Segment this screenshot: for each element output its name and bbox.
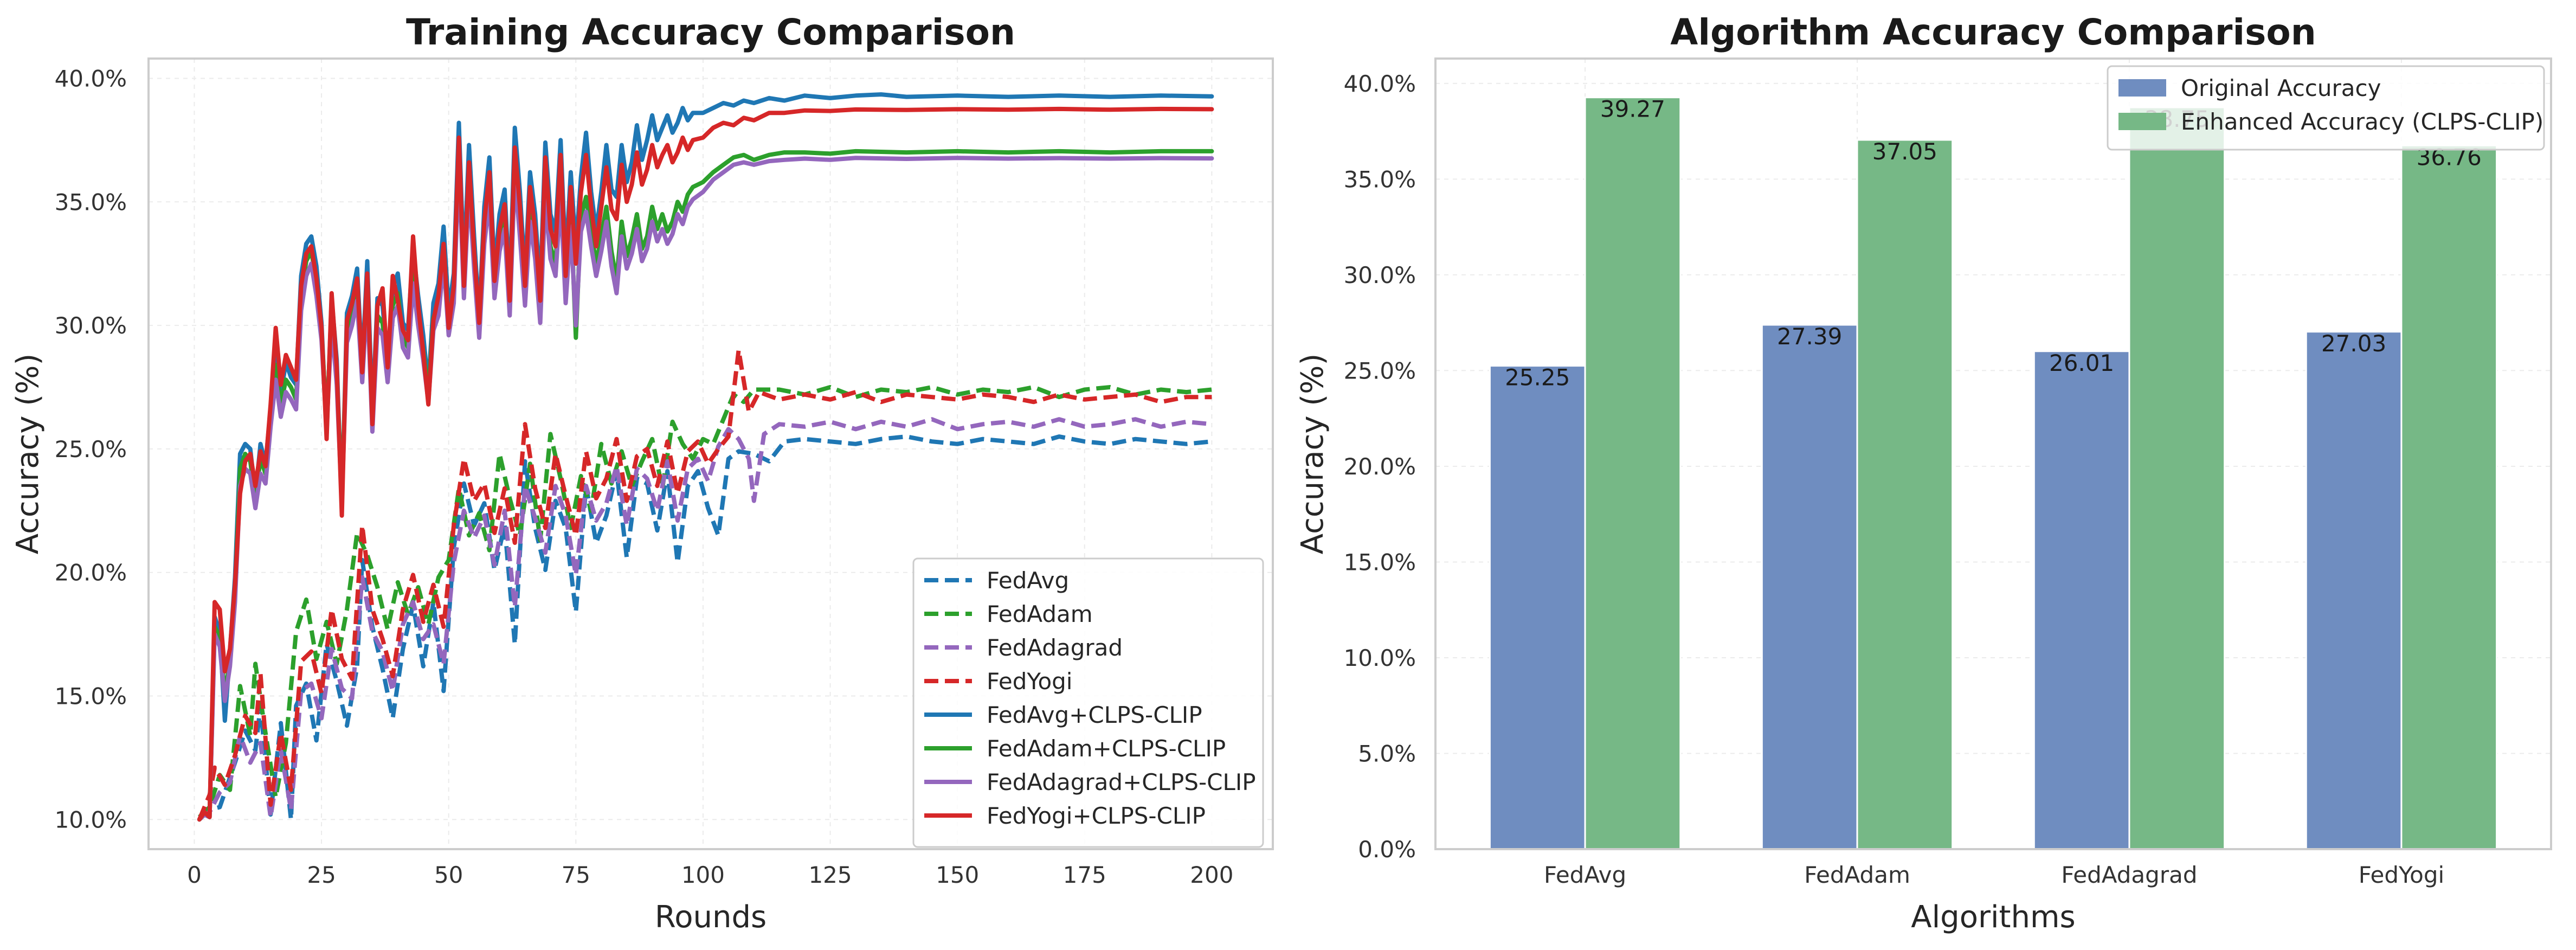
line-series-fedyogi-clps-clip bbox=[197, 106, 1214, 822]
bar-chart-x-tick-label: FedYogi bbox=[2359, 862, 2444, 888]
line-chart-y-tick-label: 15.0% bbox=[55, 683, 127, 710]
line-chart-legend-box bbox=[912, 557, 1264, 848]
line-series-fedadagrad bbox=[198, 417, 1212, 819]
legend-entry-fedadam-clps-clip: FedAdam+CLPS-CLIP bbox=[987, 735, 1226, 762]
bar-value-label: 27.03 bbox=[2321, 330, 2386, 357]
line-chart-x-tick-label: 150 bbox=[936, 862, 979, 888]
line-chart-series-group bbox=[197, 92, 1214, 822]
bar-chart-y-axis-label: Accuracy (%) bbox=[1295, 354, 1330, 554]
line-chart-x-tick-label: 25 bbox=[307, 862, 336, 888]
bar-chart-y-tick-label: 10.0% bbox=[1344, 645, 1416, 671]
line-chart-tick-labels: 0 25 50 75 100 125 150 175 200 10.0% 15.0% 20.0% 25.… bbox=[55, 65, 1234, 888]
bar-original-accuracy-fedavg bbox=[1489, 365, 1586, 850]
line-chart-panel: 0 25 50 75 100 125 150 175 200 10.0% 15.0% 20.0% 25.… bbox=[10, 11, 1274, 935]
legend-entry-fedadam: FedAdam bbox=[987, 601, 1093, 627]
legend-entry-fedavg-clps-clip: FedAvg+CLPS-CLIP bbox=[987, 702, 1202, 728]
line-series-fedadam bbox=[198, 385, 1212, 819]
bar-enhanced-accuracy-clps-clip--fedadam bbox=[1856, 139, 1954, 850]
line-chart-x-tick-label: 100 bbox=[681, 862, 725, 888]
bar-chart-title: Algorithm Accuracy Comparison bbox=[1670, 11, 2316, 53]
bar-chart-tick-labels: 0.0% 5.0% 10.0% 15.0% 20.0% 25.0% 30.0% 35.0% 40… bbox=[1344, 70, 2445, 888]
bar-value-label: 25.25 bbox=[1505, 364, 1570, 391]
bar-chart-legend[interactable]: Original Accuracy Enhanced Accuracy (CLPS… bbox=[2107, 65, 2545, 151]
legend-entry-fedavg: FedAvg bbox=[987, 567, 1069, 594]
bar-chart-plot-frame bbox=[1434, 57, 2552, 850]
legend-entry-fedyogi-clps-clip: FedYogi+CLPS-CLIP bbox=[987, 803, 1206, 829]
line-series-fedyogi bbox=[197, 348, 1212, 820]
line-chart-x-tick-label: 50 bbox=[434, 862, 463, 888]
line-chart-y-tick-label: 10.0% bbox=[55, 806, 127, 833]
bar-chart-y-tick-label: 20.0% bbox=[1344, 453, 1416, 480]
bar-chart-bars-group bbox=[1489, 97, 2498, 850]
bar-chart-y-tick-label: 5.0% bbox=[1358, 740, 1416, 767]
bar-chart-y-tick-label: 30.0% bbox=[1344, 262, 1416, 288]
line-chart-y-tick-label: 30.0% bbox=[55, 312, 127, 339]
line-chart-x-tick-label: 200 bbox=[1190, 862, 1233, 888]
legend-entry-original-accuracy: Original Accuracy bbox=[2181, 75, 2381, 101]
line-chart-x-tick-label: 75 bbox=[562, 862, 590, 888]
line-chart-y-tick-label: 25.0% bbox=[55, 436, 127, 463]
bar-enhanced-accuracy-clps-clip--fedavg bbox=[1584, 97, 1682, 850]
bar-original-accuracy-fedyogi bbox=[2305, 331, 2403, 850]
bar-original-accuracy-fedadam bbox=[1761, 324, 1858, 850]
legend-swatch-original-accuracy bbox=[2118, 79, 2166, 97]
bar-chart-x-tick-label: FedAdagrad bbox=[2061, 862, 2197, 888]
bar-chart-panel: 0.0% 5.0% 10.0% 15.0% 20.0% 25.0% 30.0% 35.0% 40… bbox=[1295, 11, 2552, 935]
bar-chart-y-tick-label: 15.0% bbox=[1344, 549, 1416, 575]
line-series-fedavg bbox=[198, 434, 1212, 822]
legend-entry-fedyogi: FedYogi bbox=[987, 668, 1072, 695]
bar-chart-y-tick-label: 40.0% bbox=[1344, 70, 1416, 97]
bar-value-label: 37.05 bbox=[1872, 138, 1937, 165]
bar-chart-y-tick-label: 0.0% bbox=[1358, 836, 1416, 863]
line-chart-y-tick-label: 40.0% bbox=[55, 65, 127, 92]
line-chart-x-tick-label: 0 bbox=[187, 862, 202, 888]
bar-value-label: 27.39 bbox=[1777, 323, 1842, 350]
line-chart-legend[interactable]: FedAvg FedAdam FedAdagrad FedYogi FedAvg+CLP… bbox=[912, 557, 1264, 848]
line-chart-plot-frame bbox=[147, 57, 1274, 850]
line-chart-x-tick-label: 175 bbox=[1063, 862, 1106, 888]
bar-chart-legend-box bbox=[2107, 65, 2545, 151]
bar-value-label: 26.01 bbox=[2049, 350, 2114, 376]
line-chart-y-tick-label: 35.0% bbox=[55, 189, 127, 215]
line-chart-y-axis-label: Accuracy (%) bbox=[10, 354, 46, 554]
line-chart-x-tick-label: 125 bbox=[808, 862, 852, 888]
legend-entry-fedadagrad-clps-clip: FedAdagrad+CLPS-CLIP bbox=[987, 769, 1256, 795]
line-chart-title: Training Accuracy Comparison bbox=[406, 11, 1015, 53]
bar-original-accuracy-fedadagrad bbox=[2033, 350, 2130, 850]
line-chart-x-axis-label: Rounds bbox=[655, 900, 767, 935]
bar-enhanced-accuracy-clps-clip--fedadagrad bbox=[2128, 106, 2226, 850]
bar-chart-x-tick-label: FedAvg bbox=[1544, 862, 1626, 888]
bar-value-label: 39.27 bbox=[1600, 96, 1665, 123]
legend-entry-enhanced-accuracy-clps-clip-: Enhanced Accuracy (CLPS-CLIP) bbox=[2181, 108, 2543, 135]
bar-chart-x-axis-label: Algorithms bbox=[1911, 900, 2075, 935]
bar-chart-x-tick-label: FedAdam bbox=[1804, 862, 1910, 888]
bar-enhanced-accuracy-clps-clip--fedyogi bbox=[2400, 144, 2498, 850]
legend-swatch-enhanced-accuracy-clps-clip- bbox=[2118, 113, 2166, 130]
legend-entry-fedadagrad: FedAdagrad bbox=[987, 634, 1123, 661]
bar-chart-y-tick-label: 35.0% bbox=[1344, 166, 1416, 192]
bar-chart-y-tick-label: 25.0% bbox=[1344, 357, 1416, 384]
line-chart-y-tick-label: 20.0% bbox=[55, 560, 127, 586]
